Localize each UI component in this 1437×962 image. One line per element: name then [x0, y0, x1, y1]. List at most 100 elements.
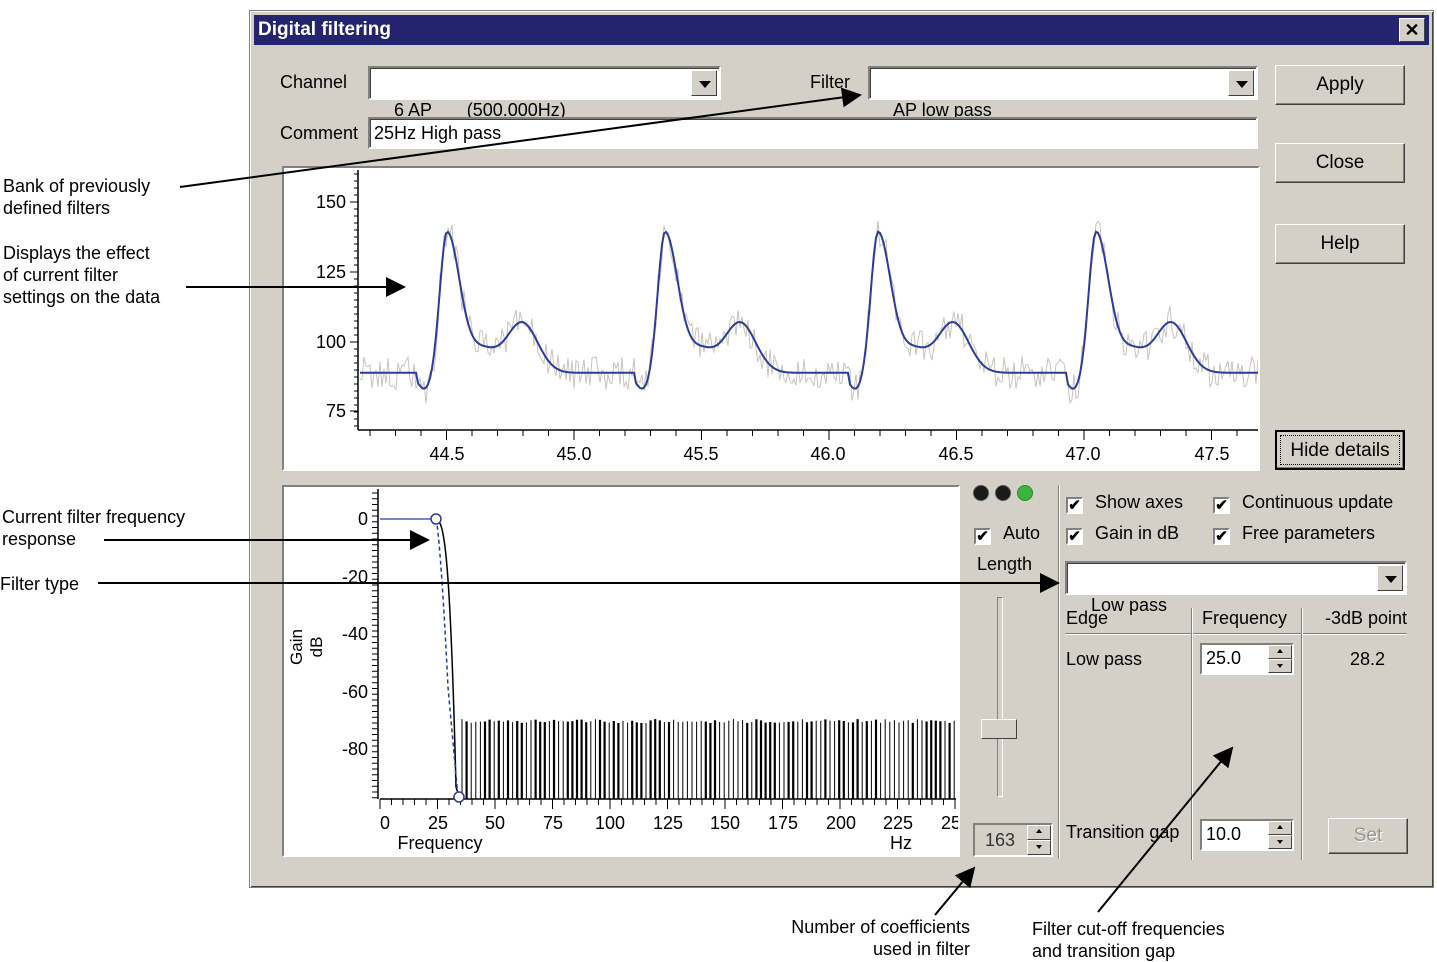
y-tick-label: 0 [358, 509, 368, 529]
spin-up-icon[interactable] [1268, 821, 1292, 835]
x-tick-label: 125 [653, 813, 683, 833]
spin-down-icon[interactable] [1268, 659, 1292, 673]
divider [1058, 485, 1060, 859]
checkbox-icon[interactable]: ✔ [974, 528, 991, 545]
indicator-icon [995, 485, 1011, 501]
comment-input[interactable]: 25Hz High pass [368, 117, 1258, 149]
auto-checkbox[interactable]: ✔ Auto [974, 522, 1040, 545]
chevron-down-icon[interactable] [691, 70, 717, 96]
filter-type-select[interactable]: Low pass [1065, 561, 1407, 595]
spin-up-icon[interactable] [1027, 825, 1051, 840]
header-divider [1065, 633, 1407, 635]
annotation-text: defined filters [3, 197, 150, 219]
x-axis-label: Frequency [397, 833, 482, 853]
free-parameters-checkbox[interactable]: ✔ Free parameters [1213, 522, 1375, 545]
apply-button[interactable]: Apply [1275, 65, 1405, 105]
x-tick-label: 25 [428, 813, 448, 833]
chevron-down-icon[interactable] [1377, 565, 1403, 591]
x-tick-label: 0 [380, 813, 390, 833]
x-tick-label: 47.5 [1194, 444, 1229, 464]
annotation-filter-type: Filter type [0, 573, 79, 595]
show-axes-checkbox[interactable]: ✔ Show axes [1066, 491, 1183, 514]
close-icon[interactable]: ✕ [1399, 18, 1425, 42]
checkbox-icon[interactable]: ✔ [1213, 528, 1230, 545]
annotation-text: of current filter [3, 264, 160, 286]
annotation-text: used in filter [740, 938, 970, 960]
checkbox-icon[interactable]: ✔ [1066, 497, 1083, 514]
dialog-title: Digital filtering [258, 19, 391, 40]
y-tick-label: -60 [342, 682, 368, 702]
x-tick-label: 44.5 [429, 444, 464, 464]
x-tick-label: 47.0 [1065, 444, 1100, 464]
x-tick-label: 45.5 [683, 444, 718, 464]
annotation-displays: Displays the effect of current filter se… [3, 242, 160, 308]
spin-down-icon[interactable] [1268, 835, 1292, 849]
frequency-stepper[interactable]: 25.0 [1200, 643, 1294, 675]
spin-up-icon[interactable] [1268, 645, 1292, 659]
length-slider-thumb[interactable] [981, 719, 1017, 739]
y-tick-label: 100 [316, 332, 346, 352]
close-button[interactable]: Close [1275, 143, 1405, 183]
annotation-text: Displays the effect [3, 242, 160, 264]
frequency-response-plot: 0 -20 -40 -60 -80 0 25 50 75 100 125 150… [282, 485, 960, 857]
y-tick-label: -40 [342, 624, 368, 644]
col-header-frequency: Frequency [1202, 608, 1287, 629]
length-stepper[interactable]: 163 [973, 823, 1053, 857]
x-tick-label: 175 [768, 813, 798, 833]
channel-select[interactable]: 6 AP (500.000Hz) [368, 66, 721, 100]
filter-label: Filter [810, 72, 850, 93]
x-tick-label: 75 [543, 813, 563, 833]
y-tick-label: 150 [316, 192, 346, 212]
free-parameters-label: Free parameters [1242, 523, 1375, 543]
indicator-icon [1017, 485, 1033, 501]
auto-label: Auto [1003, 523, 1040, 543]
annotation-text: Current filter frequency [2, 506, 185, 528]
filter-bank-select[interactable]: AP low pass [868, 66, 1258, 100]
x-tick-label: 25 [941, 813, 958, 833]
continuous-update-label: Continuous update [1242, 492, 1393, 512]
transition-gap-label: Transition gap [1066, 822, 1179, 843]
checkbox-icon[interactable]: ✔ [1213, 497, 1230, 514]
x-tick-label: 50 [485, 813, 505, 833]
x-tick-label: 46.5 [938, 444, 973, 464]
x-tick-label: 225 [883, 813, 913, 833]
length-value: 163 [985, 830, 1015, 850]
col-header-3db: -3dB point [1325, 608, 1407, 629]
data-chart: 150 125 100 75 44.5 45.0 45.5 46.0 46.5 … [284, 168, 1258, 469]
checkbox-icon[interactable]: ✔ [1066, 528, 1083, 545]
length-spin-buttons[interactable] [1027, 825, 1051, 855]
length-slider-track[interactable] [997, 597, 1003, 797]
annotation-text: settings on the data [3, 286, 160, 308]
filtered-data-plot: 150 125 100 75 44.5 45.0 45.5 46.0 46.5 … [282, 166, 1260, 471]
set-button[interactable]: Set [1328, 818, 1408, 854]
y-tick-label: 75 [326, 401, 346, 421]
comment-label: Comment [280, 123, 358, 144]
spin-down-icon[interactable] [1027, 840, 1051, 855]
channel-label: Channel [280, 72, 347, 93]
help-button[interactable]: Help [1275, 224, 1405, 264]
divider [1191, 608, 1193, 860]
divider [1301, 608, 1303, 860]
col-header-edge: Edge [1066, 608, 1108, 629]
indicator-icon [973, 485, 989, 501]
continuous-update-checkbox[interactable]: ✔ Continuous update [1213, 491, 1393, 514]
y-tick-label: -20 [342, 567, 368, 587]
annotation-text: Bank of previously [3, 175, 150, 197]
stopband-handle[interactable] [454, 792, 464, 802]
transition-gap-value: 10.0 [1206, 824, 1241, 844]
transition-gap-stepper[interactable]: 10.0 [1200, 819, 1294, 851]
y-axis-label: Gain [287, 629, 306, 665]
response-chart: 0 -20 -40 -60 -80 0 25 50 75 100 125 150… [284, 487, 958, 855]
y-axis-unit: dB [307, 637, 326, 658]
gain-in-db-checkbox[interactable]: ✔ Gain in dB [1066, 522, 1179, 545]
frequency-value: 25.0 [1206, 648, 1241, 668]
title-bar: Digital filtering ✕ [254, 15, 1429, 45]
chevron-down-icon[interactable] [1228, 70, 1254, 96]
passband-handle[interactable] [431, 514, 441, 524]
frequency-spin-buttons[interactable] [1268, 645, 1292, 673]
annotation-text: and transition gap [1032, 940, 1225, 962]
transition-spin-buttons[interactable] [1268, 821, 1292, 849]
hide-details-button[interactable]: Hide details [1275, 430, 1405, 470]
x-axis-unit: Hz [890, 833, 912, 853]
length-label: Length [977, 554, 1032, 575]
